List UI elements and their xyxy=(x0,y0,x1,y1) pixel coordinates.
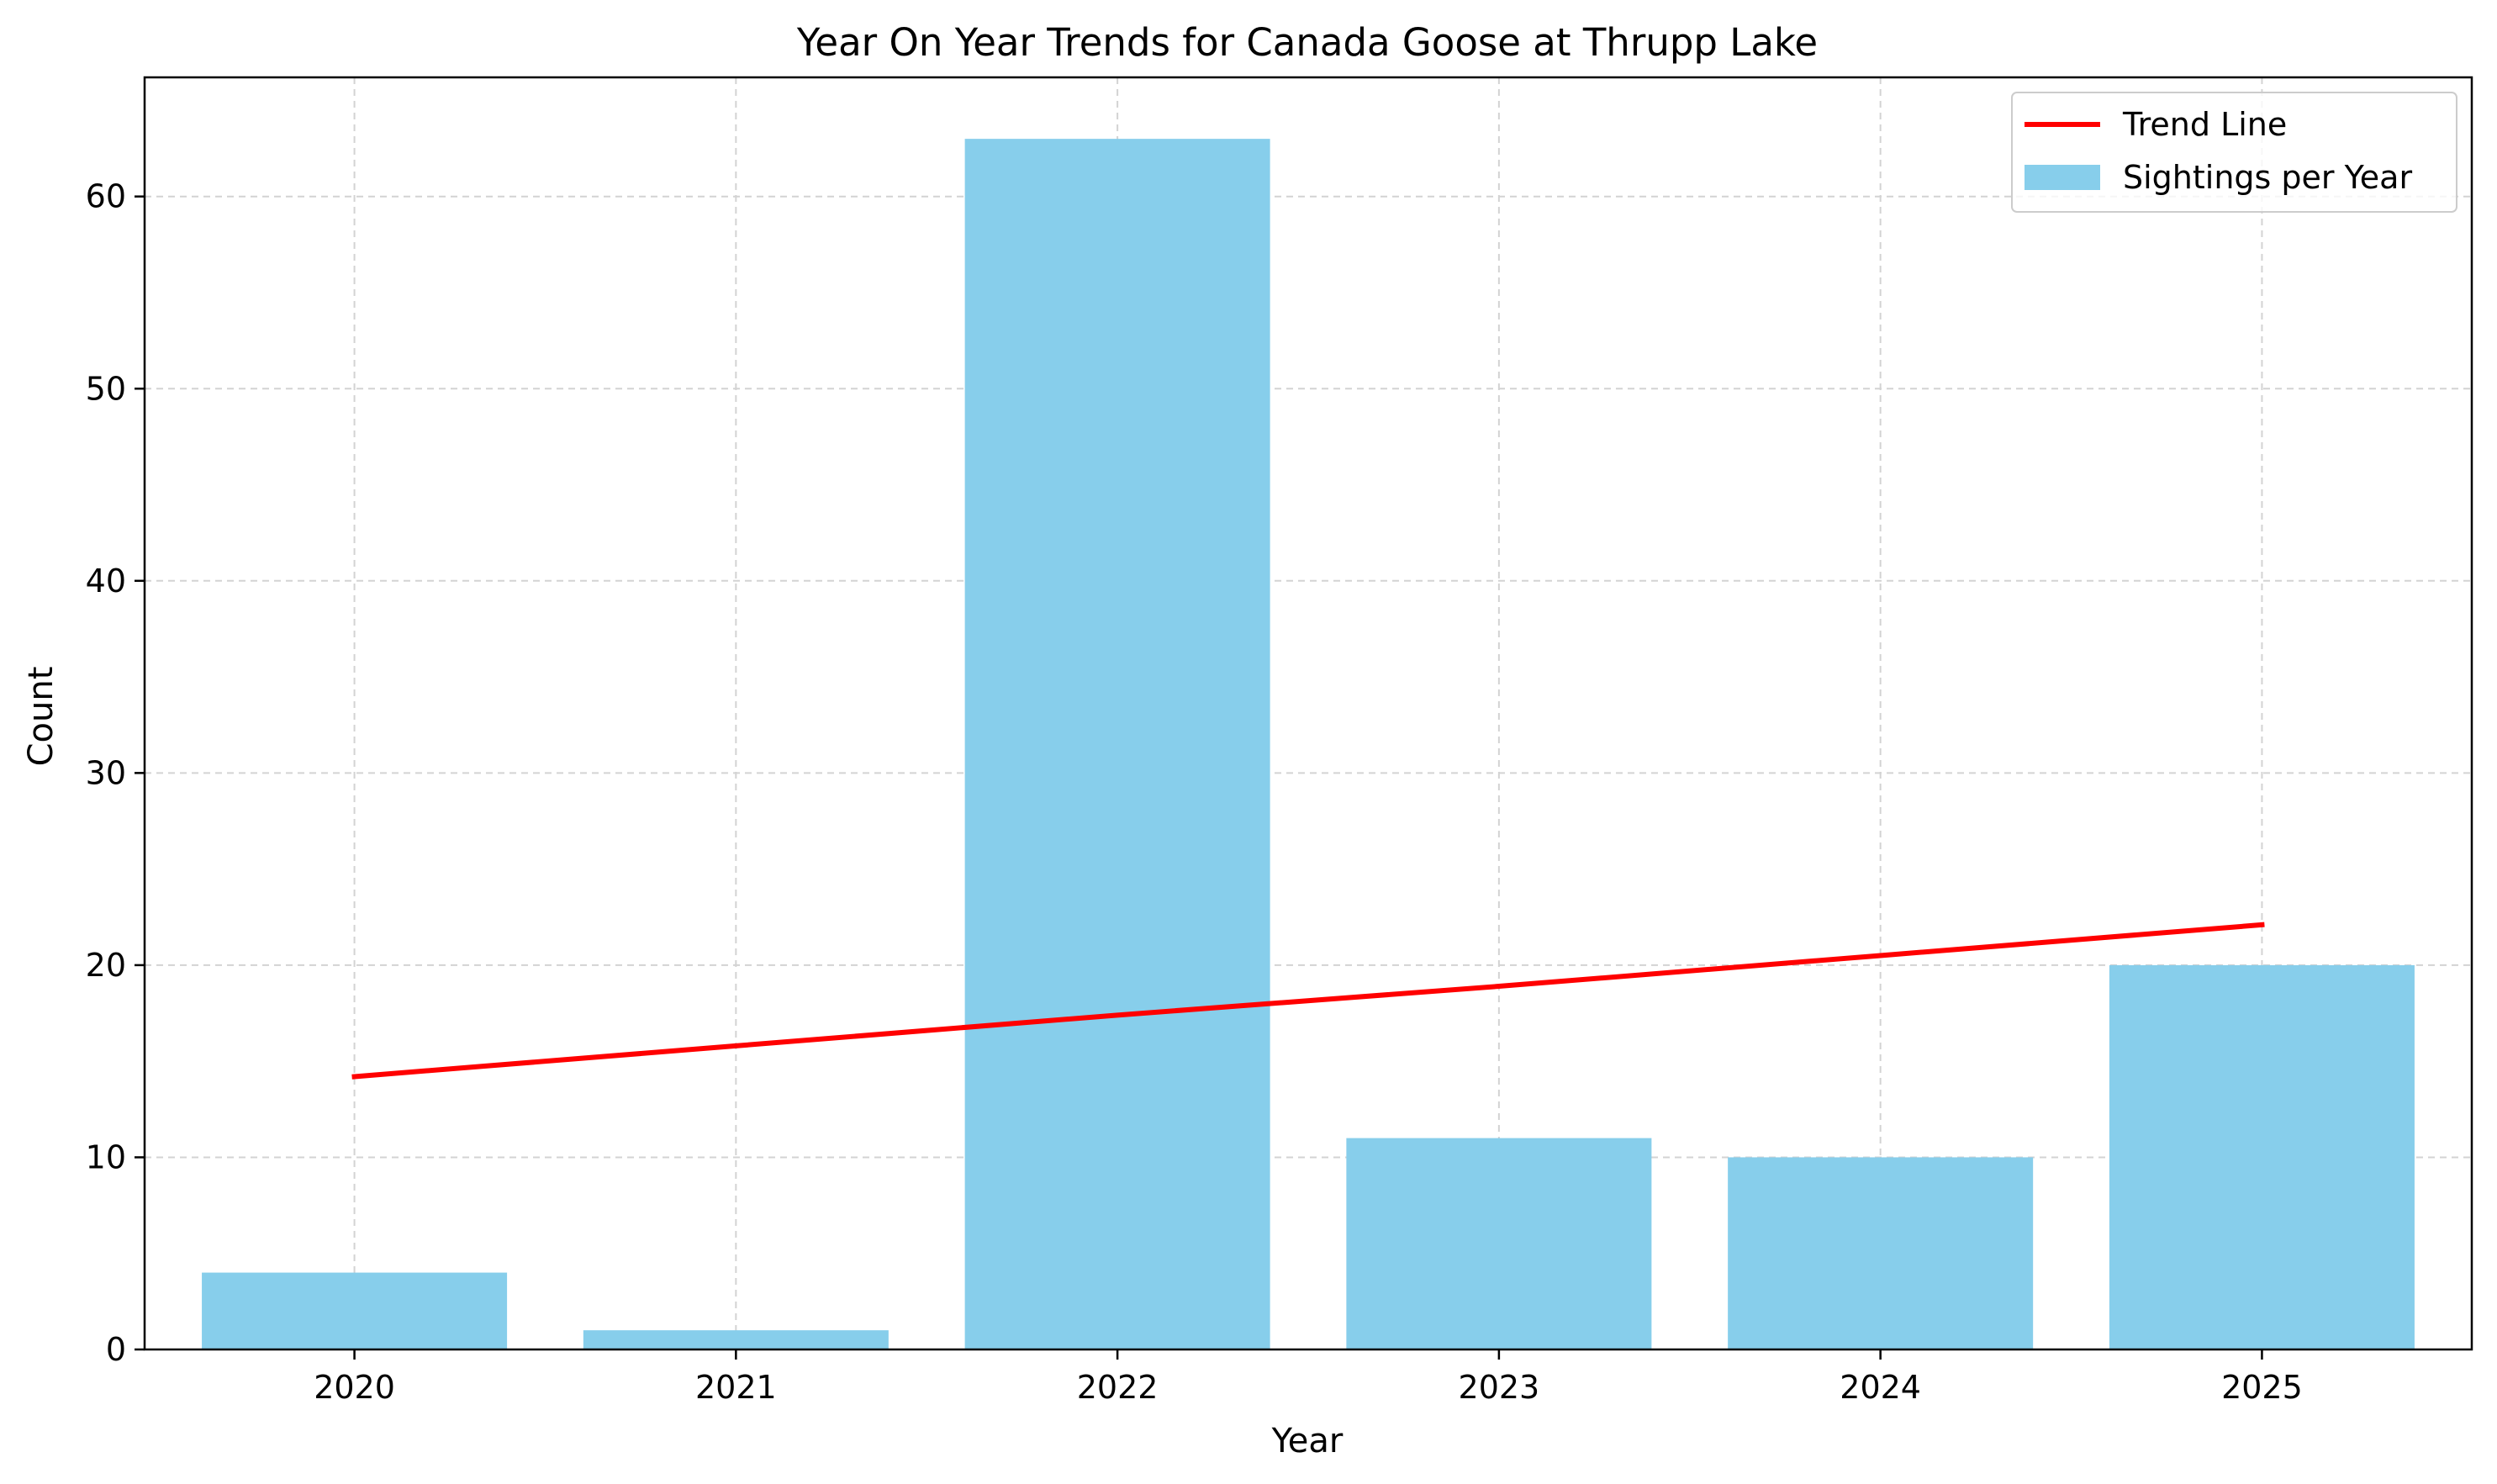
x-tick-label: 2022 xyxy=(1077,1369,1159,1406)
plot-area-frame xyxy=(143,76,2473,1351)
x-tick-label: 2021 xyxy=(695,1369,777,1406)
y-tick-label: 20 xyxy=(86,947,126,984)
bar-series xyxy=(202,139,2415,1349)
y-tick-label: 30 xyxy=(86,754,126,791)
x-tick-label: 2023 xyxy=(1459,1369,1540,1406)
y-axis-title: Count xyxy=(22,667,61,767)
bar xyxy=(2109,964,2415,1349)
trend-line-series xyxy=(351,922,2265,1080)
bar xyxy=(964,139,1270,1349)
y-axis: 0 10 20 30 40 50 60 xyxy=(86,178,145,1368)
chart-title: Year On Year Trends for Canada Goose at … xyxy=(796,20,1818,65)
legend-bar-swatch xyxy=(2025,165,2100,190)
legend-label: Trend Line xyxy=(2122,106,2287,143)
legend: Trend Line Sightings per Year xyxy=(2011,92,2457,213)
x-tick-label: 2024 xyxy=(1840,1369,1921,1406)
y-tick-label: 40 xyxy=(86,562,126,599)
y-tick-label: 60 xyxy=(86,178,126,215)
bar xyxy=(1346,1138,1652,1349)
y-tick-label: 50 xyxy=(86,370,126,407)
bar xyxy=(583,1330,889,1349)
legend-box xyxy=(2011,92,2457,213)
trend-line xyxy=(351,922,2265,1080)
bar xyxy=(1728,1157,2034,1349)
x-tick-label: 2020 xyxy=(314,1369,395,1406)
y-tick-label: 0 xyxy=(106,1331,126,1368)
legend-label: Sightings per Year xyxy=(2123,159,2412,196)
bar xyxy=(202,1272,508,1349)
x-tick-label: 2025 xyxy=(2221,1369,2303,1406)
y-tick-label: 10 xyxy=(86,1138,126,1175)
x-axis-title: Year xyxy=(1271,1422,1344,1460)
x-axis: 2020 2021 2022 2023 2024 2025 xyxy=(314,1349,2303,1406)
